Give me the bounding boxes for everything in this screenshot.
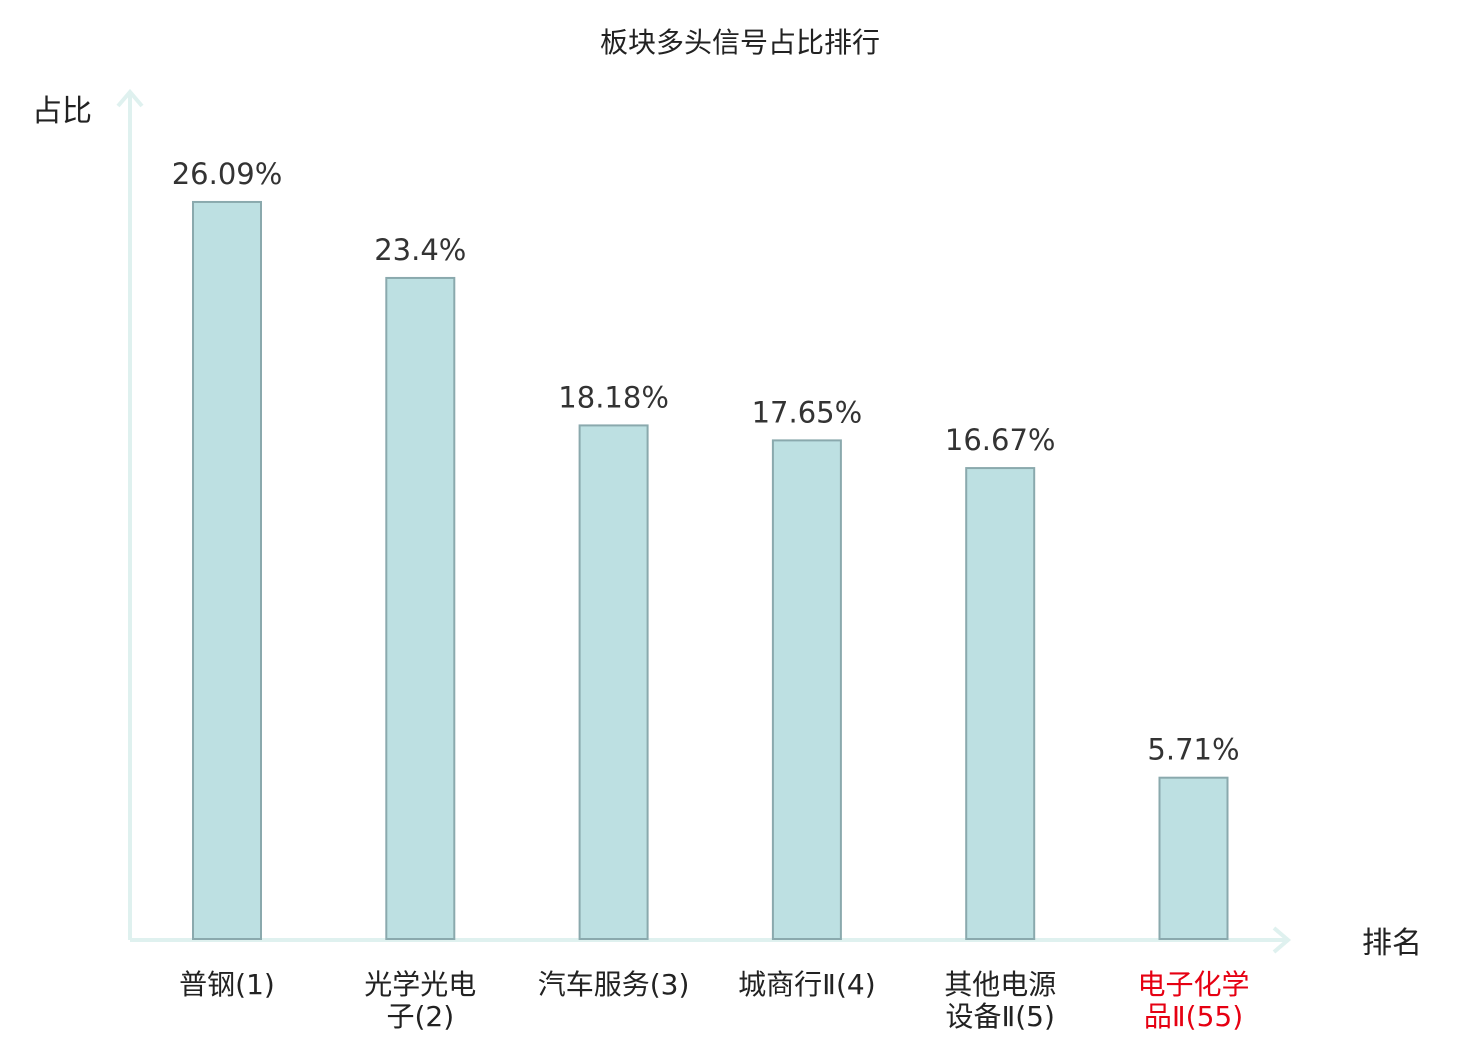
y-axis-arrow	[116, 88, 144, 108]
bar	[1158, 776, 1229, 940]
y-axis-label: 占比	[32, 94, 92, 129]
bar	[192, 200, 262, 940]
bars	[192, 200, 1229, 941]
value-label: 18.18%	[558, 380, 669, 414]
value-label: 5.71%	[1147, 733, 1239, 767]
category-label: 光学光电	[364, 968, 476, 1001]
bar	[385, 276, 456, 940]
category-label: 子(2)	[386, 1000, 454, 1033]
category-label: 设备Ⅱ(5)	[945, 1000, 1054, 1033]
x-axis-arrow	[1272, 926, 1292, 954]
value-label: 23.4%	[374, 233, 466, 267]
category-label: 其他电源	[944, 968, 1056, 1001]
category-label: 汽车服务(3)	[538, 968, 690, 1001]
category-label: 品Ⅱ(55)	[1144, 1000, 1243, 1033]
category-label: 电子化学	[1137, 968, 1249, 1001]
axes	[116, 88, 1292, 954]
value-label: 16.67%	[945, 423, 1056, 457]
category-label: 普钢(1)	[179, 968, 275, 1001]
bar	[578, 424, 649, 941]
value-label: 26.09%	[172, 157, 283, 191]
category-label: 城商行Ⅱ(4)	[738, 968, 875, 1001]
bar	[771, 439, 842, 940]
bar	[965, 467, 1036, 940]
chart-title: 板块多头信号占比排行	[600, 26, 880, 59]
x-axis-label: 排名	[1362, 926, 1422, 961]
value-label: 17.65%	[752, 395, 863, 429]
value-labels: 26.09% 23.4% 18.18% 17.65% 16.67% 5.71%	[172, 157, 1240, 767]
